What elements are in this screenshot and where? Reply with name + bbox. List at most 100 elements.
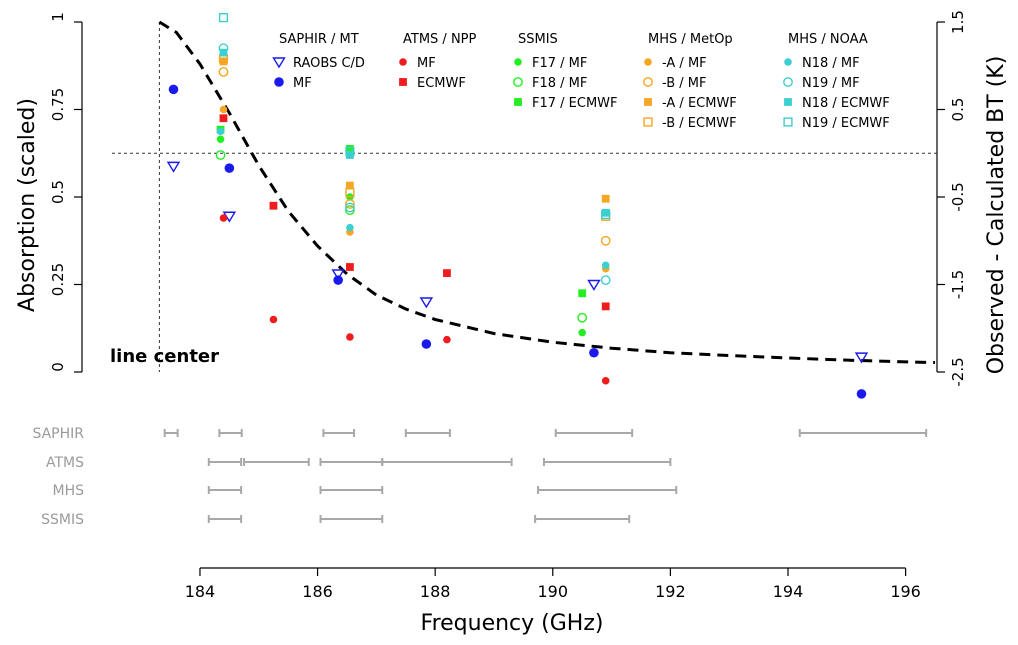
legend-group-title: SAPHIR / MT [279,32,359,47]
data-point [601,209,611,220]
data-point [601,376,610,385]
data-point [856,389,867,399]
legend-entry-label: -A / MF [662,56,707,71]
bandwidth-row-label: MHS [53,483,85,499]
data-point [218,13,229,23]
legend-group-title: MHS / MetOp [648,32,733,47]
legend-entry-label: F17 / MF [532,56,587,71]
y-tick-label-right: 1.5 [949,10,967,34]
legend-group-title: SSMIS [518,32,558,47]
x-tick-label: 196 [890,582,921,601]
data-point [345,146,355,157]
y-tick-label-left: 0.75 [49,88,67,121]
x-tick-label: 194 [773,582,804,601]
legend-marker [644,98,652,106]
legend-marker [783,77,793,87]
y-tick-label-left: 0.5 [49,180,67,204]
legend-entry-label: RAOBS C/D [293,56,365,71]
data-point [600,275,611,286]
legend-group-title: ATMS / NPP [403,32,477,47]
legend-marker [513,77,523,87]
y-axis-label-left: Absorption (scaled) [15,98,40,312]
data-point [269,201,278,210]
data-point [345,199,355,209]
legend-marker [272,57,286,69]
data-point [578,289,587,298]
y-tick-label-right: -2.5 [949,357,967,386]
data-point [601,261,610,270]
legend-entry-label: MF [293,76,312,91]
legend-marker [514,98,522,106]
data-point [601,302,610,311]
y-tick-label-right: 0.5 [949,98,967,122]
data-point [600,235,611,246]
legend-entry-label: -B / MF [662,76,706,91]
data-point [601,194,610,203]
y-tick-label-right: -0.5 [949,182,967,211]
legend-entry-label: N18 / MF [802,56,860,71]
data-points-group [166,13,869,399]
data-point [601,208,610,217]
legend-entry-label: N18 / ECMWF [802,96,890,111]
data-point [345,202,355,213]
data-point [216,127,225,136]
y-axis-label-right: Observed - Calculated BT (K) [984,56,1009,375]
legend-entry-label: F18 / MF [532,76,587,91]
data-point [219,114,228,123]
legend-entry-label: MF [417,56,436,71]
data-point [224,163,235,173]
data-point [269,315,278,324]
bandwidth-row-label: SSMIS [41,512,84,528]
x-tick-label: 188 [420,582,451,601]
y-tick-label-left: 0 [49,362,67,372]
legend-entry-label: -A / ECMWF [662,96,737,111]
data-point [345,188,355,198]
data-point [219,214,228,222]
legend-entry-label: ECMWF [417,76,466,91]
x-axis-label: Frequency (GHz) [421,611,604,636]
data-point [589,347,599,358]
data-point [345,205,355,216]
data-point [219,105,228,114]
legend-marker [784,58,792,66]
data-point [443,335,451,344]
absorption-curve [158,20,936,365]
absorption-curve-group [158,20,936,365]
x-tick-label: 190 [538,582,569,601]
legend-entry-label: N19 / ECMWF [802,116,890,131]
x-tick-label: 186 [302,582,333,601]
data-point [421,339,432,349]
legend-marker [783,117,793,127]
bandwidth-row-label: SAPHIR [32,426,84,442]
legend-marker [399,78,407,86]
data-point [218,66,229,77]
axes-group: 184 186 188 190 192 194 196 0 0.25 0.5 0.75 1 -2.5 -1… [49,10,967,601]
y-tick-label-left: 1 [49,12,67,22]
data-point [443,269,451,278]
data-point [578,328,586,337]
bandwidth-group: SAPHIR ATMS MHS SSMIS [32,426,928,528]
legend-marker [399,58,407,66]
legend-marker [643,117,653,127]
legend-entry-label: N19 / MF [802,76,860,91]
data-point [346,144,354,153]
legend-marker [644,58,652,66]
legend-marker [784,98,792,106]
data-point [219,48,228,57]
legend-entry-label: -B / ECMWF [662,116,737,131]
legend-marker [643,77,653,87]
y-tick-label-right: -1.5 [949,270,967,299]
x-tick-label: 184 [185,582,216,601]
legend-group-title: MHS / NOAA [788,32,868,47]
legend-marker [274,77,284,87]
line-center-label: line center [110,346,219,367]
data-point [346,333,354,341]
data-point [215,150,226,160]
data-point [346,223,354,232]
data-point [166,161,181,173]
data-point [346,263,354,271]
data-point [168,84,179,95]
y-tick-label-left: 0.25 [49,263,67,296]
